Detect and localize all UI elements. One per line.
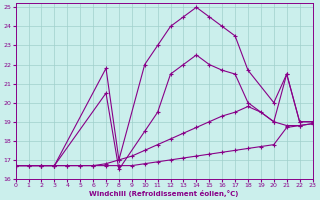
X-axis label: Windchill (Refroidissement éolien,°C): Windchill (Refroidissement éolien,°C) bbox=[89, 190, 239, 197]
